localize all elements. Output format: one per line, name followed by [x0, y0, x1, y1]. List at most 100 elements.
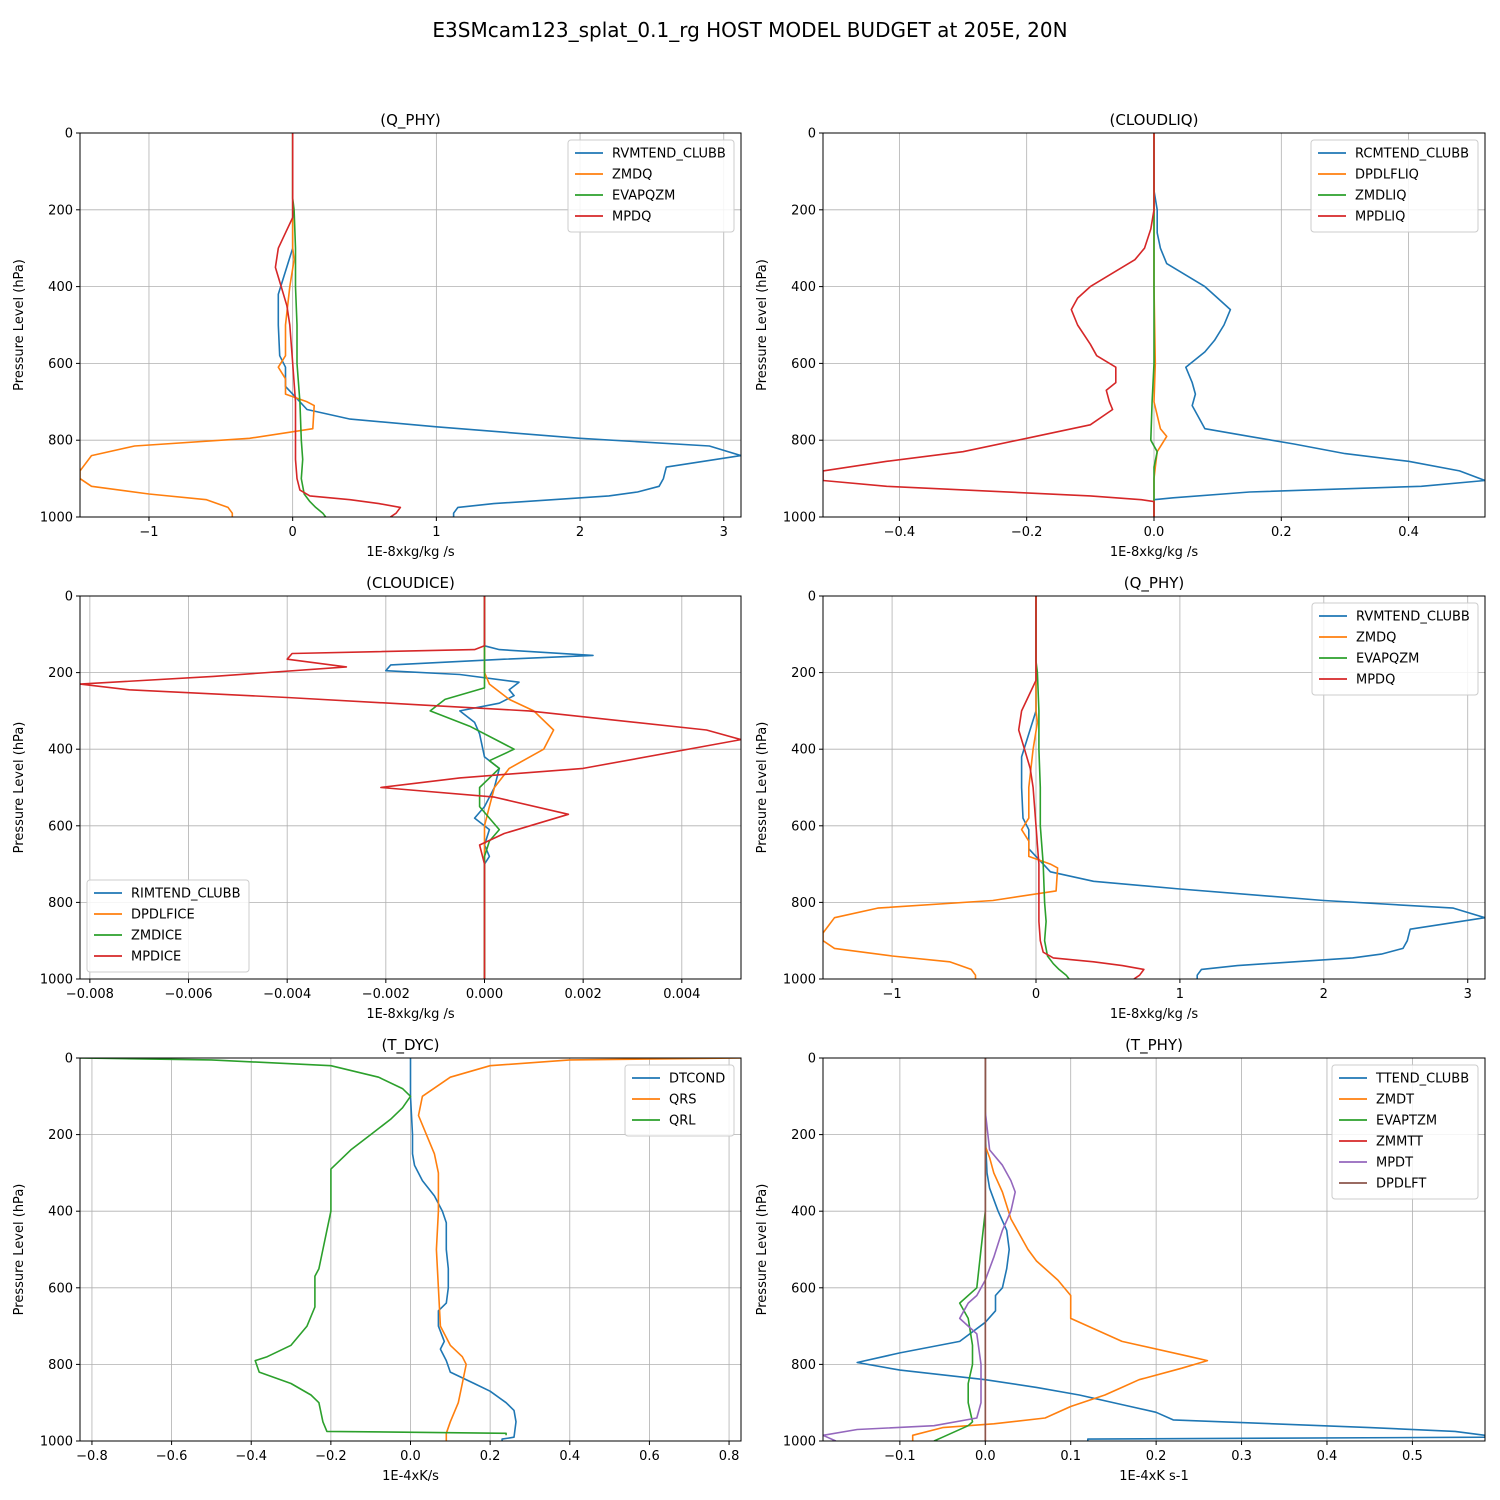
y-tick-label: 0 — [65, 1052, 73, 1067]
legend-entry: DTCOND — [669, 1072, 725, 1087]
legend-entry: MPDQ — [1356, 673, 1395, 688]
legend: DTCOND QRS QRL — [624, 1064, 735, 1137]
series-line-zmdt — [911, 1058, 1209, 1441]
y-axis-label: Pressure Level (hPa) — [755, 1184, 770, 1316]
x-axis-label: 1E-8xkg/kg /s — [366, 545, 455, 560]
y-tick-label: 200 — [48, 1128, 73, 1143]
y-tick-label: 1000 — [783, 973, 816, 988]
legend-entry: ZMDICE — [131, 929, 182, 944]
axes-frame — [79, 132, 742, 518]
legend-entry: QRL — [669, 1114, 696, 1129]
axes-frame — [79, 595, 742, 980]
panel-title: (T_DYC) — [382, 1036, 440, 1055]
x-tick-label: 2 — [1320, 987, 1328, 1002]
x-tick-label: 0.0 — [975, 1449, 996, 1464]
x-axis-label: 1E-4xK/s — [382, 1469, 439, 1484]
panels: −1 0 1 2 302004006008001000(Q_PHY)1E-8xkg/kg… — [12, 111, 1486, 1484]
series-line-mpdq — [1017, 596, 1145, 979]
y-tick-label: 800 — [48, 434, 73, 449]
x-tick-label: −0.004 — [263, 987, 311, 1002]
x-tick-label: −0.1 — [884, 1449, 916, 1464]
x-tick-label: −0.2 — [1011, 525, 1043, 540]
series-line-rimtend-clubb — [384, 596, 594, 979]
x-tick-label: 3 — [720, 525, 728, 540]
y-tick-label: 800 — [791, 896, 816, 911]
legend-entry: ZMDT — [1376, 1093, 1414, 1108]
x-tick-label: 0 — [1032, 987, 1040, 1002]
y-tick-label: 1000 — [783, 1435, 816, 1450]
x-tick-label: 0.6 — [639, 1449, 660, 1464]
series-line-mpdq — [274, 133, 402, 517]
series-line-evapqzm — [1035, 596, 1070, 979]
y-tick-label: 600 — [791, 819, 816, 834]
y-axis-label: Pressure Level (hPa) — [12, 722, 27, 854]
y-tick-label: 600 — [791, 357, 816, 372]
x-tick-label: −0.008 — [66, 987, 114, 1002]
x-tick-label: 0.4 — [1398, 525, 1419, 540]
series-line-mpdice — [80, 596, 741, 979]
x-tick-label: 0.8 — [719, 1449, 740, 1464]
x-tick-label: −0.006 — [164, 987, 212, 1002]
legend-frame — [1311, 602, 1479, 696]
y-tick-label: 400 — [791, 280, 816, 295]
series-line-zmdq — [823, 596, 1059, 979]
panel-title: (CLOUDLIQ) — [1110, 111, 1199, 129]
series-line-zmdq — [80, 133, 316, 517]
x-axis-label: 1E-4xK s-1 — [1119, 1469, 1189, 1484]
x-tick-label: 3 — [1464, 987, 1472, 1002]
y-tick-label: 800 — [48, 896, 73, 911]
axes-frame — [822, 1057, 1486, 1442]
x-tick-label: 0.2 — [1271, 525, 1292, 540]
legend-entry: EVAPTZM — [1376, 1114, 1437, 1129]
y-tick-label: 400 — [48, 1205, 73, 1220]
series-line-mpdt — [823, 1058, 1017, 1441]
x-tick-label: −0.002 — [362, 987, 410, 1002]
legend-frame — [1310, 139, 1479, 233]
series-line-ttend-clubb — [856, 1058, 1485, 1441]
legend-entry: RVMTEND_CLUBB — [1356, 610, 1470, 625]
legend-entry: DPDLFLIQ — [1355, 168, 1419, 183]
y-tick-label: 600 — [48, 1281, 73, 1296]
y-tick-label: 600 — [48, 819, 73, 834]
legend: RVMTEND_CLUBB ZMDQ EVAPQZM MPDQ — [1311, 602, 1479, 696]
x-axis-label: 1E-8xkg/kg /s — [1110, 1007, 1199, 1022]
series-line-dpdlfice — [483, 596, 555, 979]
series-line-dtcond — [409, 1058, 517, 1441]
legend-frame — [1331, 1064, 1479, 1200]
y-tick-label: 0 — [65, 127, 73, 142]
x-tick-label: 1 — [1176, 987, 1184, 1002]
y-tick-label: 400 — [791, 743, 816, 758]
legend-entry: MPDICE — [131, 950, 181, 965]
legend-entry: EVAPQZM — [1356, 652, 1419, 667]
y-tick-label: 1000 — [40, 511, 73, 526]
y-tick-label: 1000 — [783, 511, 816, 526]
panel-1: −1 0 1 2 3 0 200 400 600 800 1000 (Q_PHY) 1E-8xkg/kg… — [12, 111, 742, 560]
legend-entry: TTEND_CLUBB — [1375, 1072, 1469, 1087]
y-axis-label: Pressure Level (hPa) — [12, 259, 27, 391]
x-tick-label: 0.2 — [480, 1449, 501, 1464]
y-tick-label: 400 — [48, 743, 73, 758]
x-tick-label: −1 — [882, 987, 901, 1002]
legend-frame — [624, 1064, 735, 1137]
legend: RCMTEND_CLUBB DPDLFLIQ ZMDLIQ MPDLIQ — [1310, 139, 1479, 233]
x-tick-label: 0.002 — [565, 987, 602, 1002]
y-tick-label: 400 — [48, 280, 73, 295]
x-tick-label: 0 — [289, 525, 297, 540]
x-tick-label: 0.0 — [400, 1449, 421, 1464]
legend: RIMTEND_CLUBB DPDLFICE ZMDICE MPDICE — [86, 879, 250, 973]
legend-entry: ZMMTT — [1376, 1135, 1423, 1150]
legend-entry: MPDLIQ — [1355, 210, 1405, 225]
legend-frame — [567, 139, 735, 233]
y-axis-label: Pressure Level (hPa) — [12, 1184, 27, 1316]
y-tick-label: 0 — [808, 127, 816, 142]
x-axis-label: 1E-8xkg/kg /s — [1110, 545, 1199, 560]
y-tick-label: 200 — [791, 203, 816, 218]
x-axis-label: 1E-8xkg/kg /s — [366, 1007, 455, 1022]
y-tick-label: 200 — [48, 666, 73, 681]
series-line-rvmtend-clubb — [277, 133, 741, 517]
y-tick-label: 600 — [48, 357, 73, 372]
legend-entry: EVAPQZM — [612, 189, 675, 204]
y-tick-label: 0 — [808, 1052, 816, 1067]
